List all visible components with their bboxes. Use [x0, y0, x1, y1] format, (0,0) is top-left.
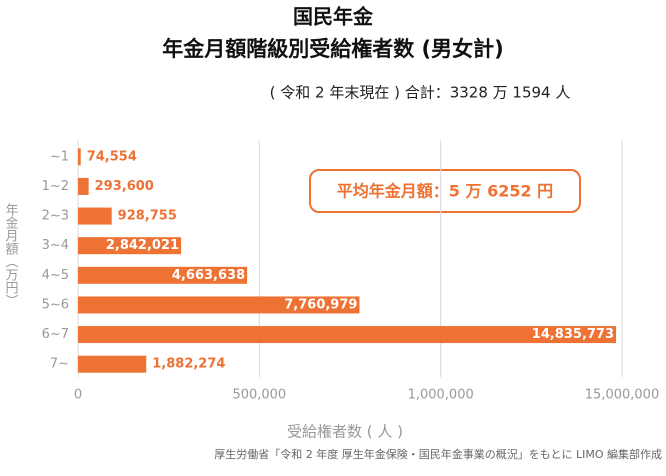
bar	[78, 296, 360, 314]
chart-note: ( 令和 2 年末現在 ) 合計：3328 万 1594 人	[270, 84, 571, 102]
value-label: 74,554	[87, 149, 137, 164]
value-label: 7,760,979	[284, 297, 357, 312]
x-tick-label: 0	[74, 388, 82, 403]
value-label: 14,835,773	[532, 327, 614, 342]
y-tick-label: ~1	[50, 149, 69, 164]
x-tick-label: 1,000,000	[408, 388, 474, 403]
y-tick-label: 3~4	[42, 238, 69, 253]
bar	[78, 237, 182, 255]
y-axis-title: 年金月額（万円）	[3, 203, 19, 307]
source: 厚生労働省「令和 2 年度 厚生年金保険・国民年金事業の概況」をもとに LIMO…	[214, 447, 662, 461]
bar	[78, 148, 81, 166]
chart-title: 国民年金	[293, 5, 374, 29]
annotation-box	[309, 169, 581, 213]
value-label: 1,882,274	[152, 357, 225, 372]
annotation: 平均年金月額：5 万 6252 円	[337, 182, 553, 201]
bar	[78, 266, 248, 284]
y-tick-label: 5~6	[42, 297, 69, 312]
y-tick-label: 1~2	[42, 179, 69, 194]
bar	[78, 177, 89, 195]
value-label: 293,600	[95, 179, 154, 194]
x-tick-label: 500,000	[232, 388, 286, 403]
bar	[78, 355, 147, 373]
value-label: 928,755	[118, 209, 177, 224]
value-label: 4,663,638	[172, 268, 245, 283]
x-tick-label: 15,000,000	[585, 388, 659, 403]
y-tick-label: 4~5	[42, 268, 69, 283]
x-axis-title: 受給権者数 ( 人 )	[287, 423, 403, 441]
bar	[78, 326, 617, 344]
y-tick-label: 7~	[50, 357, 69, 372]
value-label: 2,842,021	[106, 238, 179, 253]
bar	[78, 207, 112, 225]
y-tick-label: 2~3	[42, 209, 69, 224]
chart-subtitle: 年金月額階級別受給権者数 (男女計)	[162, 37, 504, 61]
y-tick-label: 6~7	[42, 327, 69, 342]
